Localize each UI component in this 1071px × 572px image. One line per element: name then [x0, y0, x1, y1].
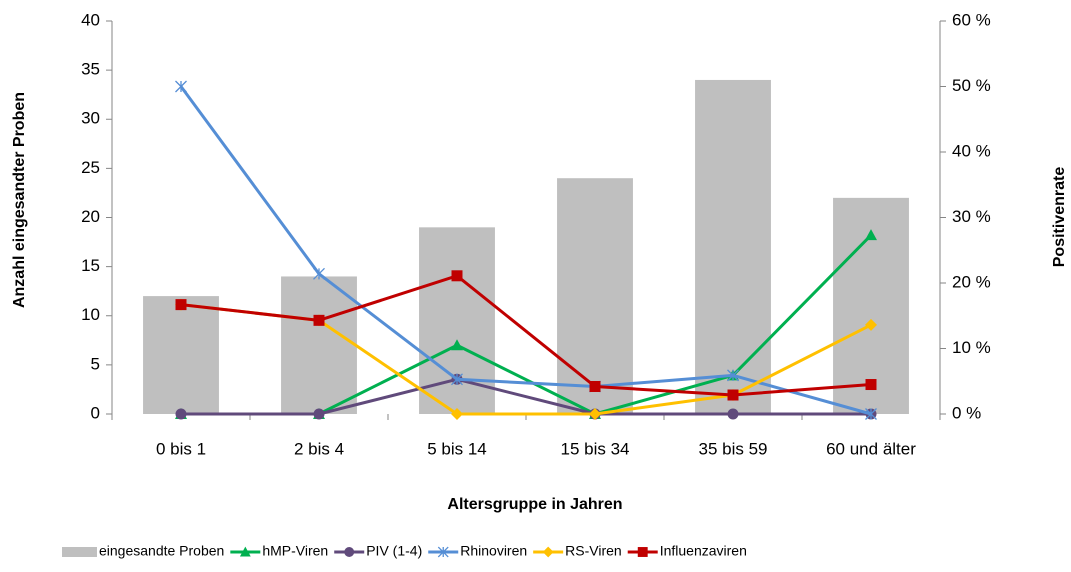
x-tick-label: 15 bis 34 [561, 439, 630, 458]
legend-marker [437, 546, 449, 558]
x-tick-label: 60 und älter [826, 439, 916, 458]
y-tick-label: 15 [81, 256, 100, 275]
marker [865, 229, 877, 241]
marker [865, 408, 877, 420]
legend-marker [542, 546, 554, 558]
series-line [181, 377, 871, 416]
y-tick-label: 25 [81, 158, 100, 177]
y2-axis-title: Positivenrate [1051, 167, 1068, 268]
x-tick-label: 35 bis 59 [699, 439, 768, 458]
x-tick-label: 0 bis 1 [156, 439, 206, 458]
bar [695, 79, 771, 414]
marker [451, 408, 463, 420]
legend-item: RS-Viren [533, 543, 622, 559]
legend-marker [239, 546, 251, 557]
marker [727, 369, 739, 382]
bar [557, 178, 633, 414]
y-tick-label: 0 [91, 403, 100, 422]
y2-tick-label: 60 % [952, 10, 991, 29]
y-tick-label: 5 [91, 354, 100, 373]
y2-tick-label: 0 % [952, 403, 981, 422]
y-tick-label: 30 [81, 109, 100, 128]
marker [865, 379, 877, 391]
legend-swatch [62, 547, 97, 557]
marker [313, 314, 325, 326]
marker [727, 389, 739, 401]
marker [589, 408, 601, 420]
legend-label: eingesandte Proben [99, 543, 224, 559]
x-tick-label: 2 bis 4 [294, 439, 344, 458]
legend-label: RS-Viren [565, 543, 622, 559]
x-tick-label: 5 bis 14 [427, 439, 487, 458]
legend-item: Rhinoviren [428, 543, 527, 559]
legend-marker [637, 547, 648, 557]
legend-label: Rhinoviren [460, 543, 527, 559]
y2-tick-label: 50 % [952, 76, 991, 95]
legend-label: PIV (1-4) [366, 543, 422, 559]
bar [281, 276, 357, 414]
legend-label: hMP-Viren [262, 543, 328, 559]
y2-tick-label: 40 % [952, 141, 991, 160]
marker [175, 408, 187, 420]
marker [451, 339, 463, 351]
marker [313, 267, 325, 280]
marker [175, 299, 187, 311]
legend-item: PIV (1-4) [334, 543, 422, 559]
marker [451, 270, 463, 282]
marker [865, 318, 877, 331]
y2-tick-label: 30 % [952, 207, 991, 226]
y-tick-label: 20 [81, 207, 100, 226]
marker [175, 80, 187, 93]
y-tick-label: 35 [81, 60, 100, 79]
x-axis-title: Altersgruppe in Jahren [447, 496, 622, 513]
y-tick-label: 10 [81, 305, 100, 324]
legend-item: eingesandte Proben [62, 543, 224, 559]
legend-item: Influenzaviren [627, 543, 747, 559]
y2-tick-label: 20 % [952, 272, 991, 291]
y2-tick-label: 10 % [952, 338, 991, 357]
legend-item: hMP-Viren [230, 543, 328, 559]
marker [727, 408, 739, 420]
marker [451, 373, 463, 386]
y-tick-label: 40 [81, 10, 100, 29]
bar [143, 296, 219, 414]
series-line [180, 274, 872, 397]
y-axis-title: Anzahl eingesandter Proben [11, 92, 28, 308]
legend-label: Influenzaviren [660, 543, 747, 559]
legend-marker [344, 547, 355, 557]
marker [589, 380, 601, 392]
marker [313, 408, 325, 420]
